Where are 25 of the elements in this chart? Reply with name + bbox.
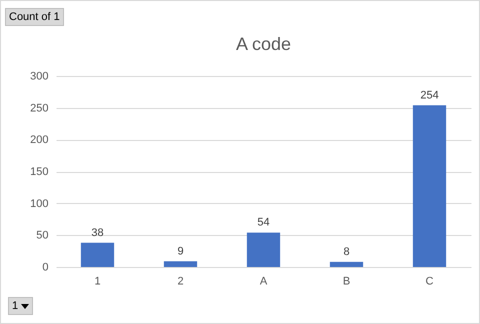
y-tick-label: 300 [30,70,48,82]
text: 1 [12,299,18,314]
x-tick-label: C [426,276,434,288]
chart-title: A code [236,34,292,54]
data-label: 8 [343,246,350,258]
bar [80,242,114,267]
x-tick-label: B [342,276,350,288]
y-tick-label: 100 [30,198,48,210]
y-tick-label: 150 [30,166,48,178]
y-tick-label: 50 [36,230,48,242]
x-tick-label: A [260,276,268,288]
bar [330,262,364,267]
bar [164,261,198,267]
y-tick-label: 0 [42,262,48,274]
y-tick-label: 250 [30,102,48,114]
bar [246,232,280,267]
data-label: 38 [91,226,104,239]
text: Count of 1 [5,8,64,26]
data-label: 254 [420,89,439,102]
y-tick-label: 200 [30,134,48,146]
bar [412,105,446,267]
x-tick-label: 1 [94,276,101,288]
data-label: 54 [257,216,270,229]
x-tick-label: 2 [177,276,184,288]
data-label: 9 [177,245,184,258]
